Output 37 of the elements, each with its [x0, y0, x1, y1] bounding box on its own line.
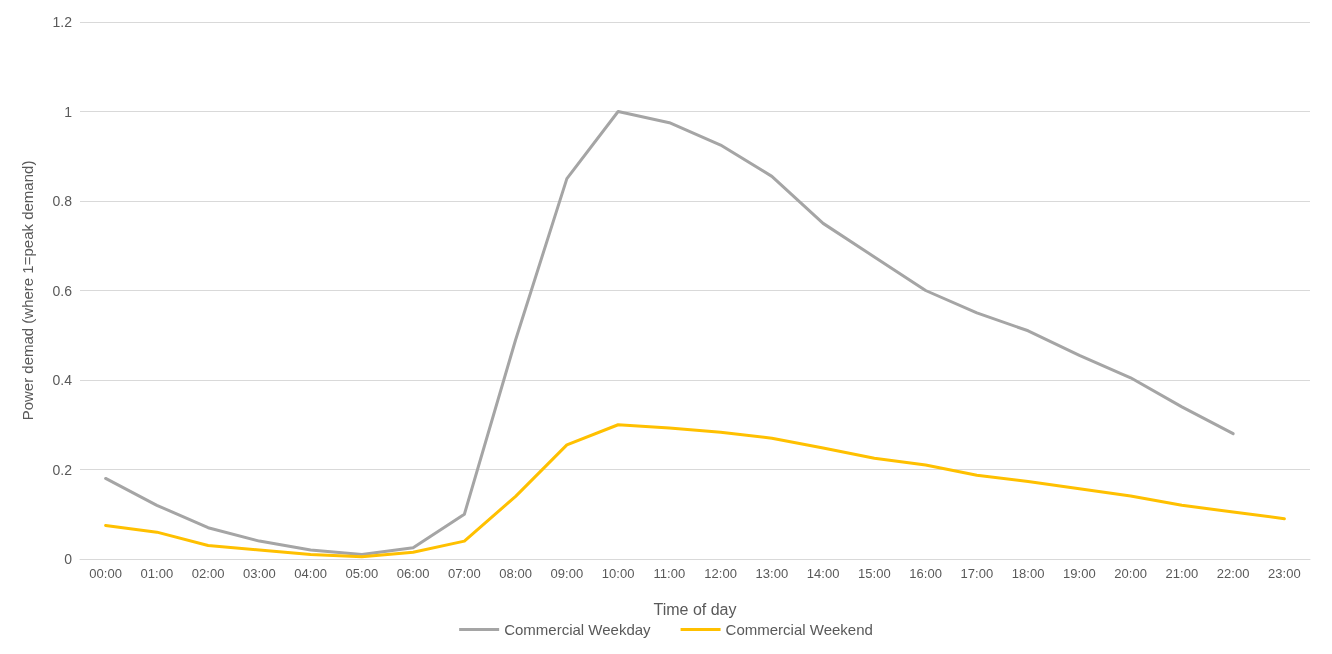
y-tick-label: 0.6	[52, 282, 73, 299]
x-tick-label: 13:00	[755, 566, 789, 581]
x-tick-label: 01:00	[140, 566, 174, 581]
line-series	[104, 110, 1235, 557]
x-tick-label: 02:00	[191, 566, 225, 581]
y-tick-label: 0.2	[52, 461, 73, 478]
x-tick-label: 15:00	[858, 566, 891, 581]
x-tick-label: 19:00	[1063, 566, 1096, 581]
y-tick-label: 0.4	[52, 372, 73, 388]
x-tick-label: 00:00	[89, 566, 122, 581]
x-tick-label: 05:00	[345, 566, 379, 581]
x-tick-label: 06:00	[396, 566, 430, 581]
x-tick-label: 07:00	[448, 566, 481, 581]
x-tick-label: 11:00	[653, 566, 686, 581]
legend-label: Commercial Weekday	[504, 621, 652, 638]
y-tick-label: 1	[64, 103, 73, 120]
y-axis-title: Power demad (where 1=peak demand)	[19, 160, 36, 421]
x-tick-label: 18:00	[1011, 566, 1045, 581]
x-tick-label: 21:00	[1165, 566, 1199, 581]
x-tick-label: 04:00	[294, 566, 327, 581]
x-tick-label: 09:00	[550, 566, 584, 581]
x-tick-label: 14:00	[806, 566, 840, 581]
x-tick-label: 22:00	[1216, 566, 1250, 581]
x-tick-label: 08:00	[499, 566, 532, 581]
line-series	[104, 423, 1286, 559]
x-tick-label: 20:00	[1114, 566, 1147, 581]
y-tick-label: 1.2	[52, 14, 73, 30]
y-tick-label: 0	[64, 551, 73, 567]
x-tick-label: 03:00	[243, 566, 276, 581]
x-tick-label: 12:00	[704, 566, 737, 581]
x-tick-label: 17:00	[960, 566, 994, 581]
x-tick-label: 16:00	[909, 566, 942, 581]
y-tick-label: 0.8	[52, 193, 73, 209]
x-tick-label: 10:00	[601, 566, 635, 581]
legend-label: Commercial Weekend	[725, 621, 873, 638]
x-axis-title: Time of day	[653, 600, 737, 618]
x-tick-label: 23:00	[1268, 566, 1301, 581]
